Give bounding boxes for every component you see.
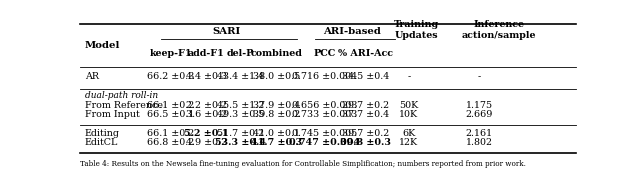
Text: 1.802: 1.802 [466,138,493,148]
Text: 39.7 ±0.2: 39.7 ±0.2 [342,129,389,138]
Text: combined: combined [251,49,303,58]
Text: 51.7 ±0.2: 51.7 ±0.2 [217,129,264,138]
Text: 39.8 ±0.3: 39.8 ±0.3 [340,138,390,148]
Text: 66.1 ±0.2: 66.1 ±0.2 [147,101,195,110]
Text: 1.175: 1.175 [466,101,493,110]
Text: From Reference: From Reference [85,101,163,110]
Text: 4.4 ±0.3: 4.4 ±0.3 [186,72,227,81]
Text: 37.9 ±0.4: 37.9 ±0.4 [253,101,301,110]
Text: 2.669: 2.669 [465,110,493,119]
Text: 3.6 ±0.2: 3.6 ±0.2 [186,110,227,119]
Text: dual-path roll-in: dual-path roll-in [85,91,158,100]
Text: 45.5 ±1.2: 45.5 ±1.2 [216,101,264,110]
Text: 6K: 6K [402,129,415,138]
Text: PCC: PCC [314,49,335,58]
Text: Training
Updates: Training Updates [394,20,439,40]
Text: 0.745 ±0.005: 0.745 ±0.005 [292,129,357,138]
Text: 43.4 ±1.4: 43.4 ±1.4 [217,72,264,81]
Text: 53.3 ±0.4: 53.3 ±0.4 [214,138,266,148]
Text: 66.5 ±0.1: 66.5 ±0.1 [147,110,195,119]
Text: -: - [407,72,410,81]
Text: 66.1 ±0.2: 66.1 ±0.2 [147,129,195,138]
Text: del-P: del-P [227,49,254,58]
Text: 5.2 ±0.1: 5.2 ±0.1 [184,129,228,138]
Text: 0.716 ±0.004: 0.716 ±0.004 [292,72,357,81]
Text: Editing: Editing [85,129,120,138]
Text: % ARI-Acc: % ARI-Acc [338,49,393,58]
Text: 12K: 12K [399,138,419,148]
Text: 34.5 ±0.4: 34.5 ±0.4 [342,72,389,81]
Text: -: - [477,72,481,81]
Text: AR: AR [85,72,99,81]
Text: Model: Model [85,41,120,50]
Text: 0.747 ±0.004: 0.747 ±0.004 [289,138,360,148]
Text: 37.7 ±0.4: 37.7 ±0.4 [342,110,388,119]
Text: 38.0 ±0.5: 38.0 ±0.5 [253,72,301,81]
Text: 2.2 ±0.2: 2.2 ±0.2 [186,101,227,110]
Text: Inference
action/sample: Inference action/sample [462,20,536,40]
Text: add-F1: add-F1 [188,49,225,58]
Text: keep-F1: keep-F1 [150,49,192,58]
Text: EditCL: EditCL [85,138,118,148]
Text: From Input: From Input [85,110,140,119]
Text: 0.656 ±0.003: 0.656 ±0.003 [292,101,357,110]
Text: SARI: SARI [212,27,241,36]
Text: ARI-based: ARI-based [323,27,381,36]
Text: 0.733 ±0.003: 0.733 ±0.003 [292,110,357,119]
Text: 41.0 ±0.1: 41.0 ±0.1 [253,129,300,138]
Text: 39.8 ±0.2: 39.8 ±0.2 [253,110,301,119]
Text: Table 4: Results on the Newsela fine-tuning evaluation for Controllable Simplifi: Table 4: Results on the Newsela fine-tun… [80,160,526,168]
Text: 49.3 ±0.5: 49.3 ±0.5 [216,110,264,119]
Text: 66.8 ±0.2: 66.8 ±0.2 [147,138,195,148]
Text: 50K: 50K [399,101,419,110]
Text: 66.2 ±0.3: 66.2 ±0.3 [147,72,195,81]
Text: 10K: 10K [399,110,419,119]
Text: 41.7 ±0.3: 41.7 ±0.3 [252,138,303,148]
Text: 2.161: 2.161 [466,129,493,138]
Text: 29.7 ±0.2: 29.7 ±0.2 [342,101,388,110]
Text: 4.9 ±0.2: 4.9 ±0.2 [186,138,227,148]
